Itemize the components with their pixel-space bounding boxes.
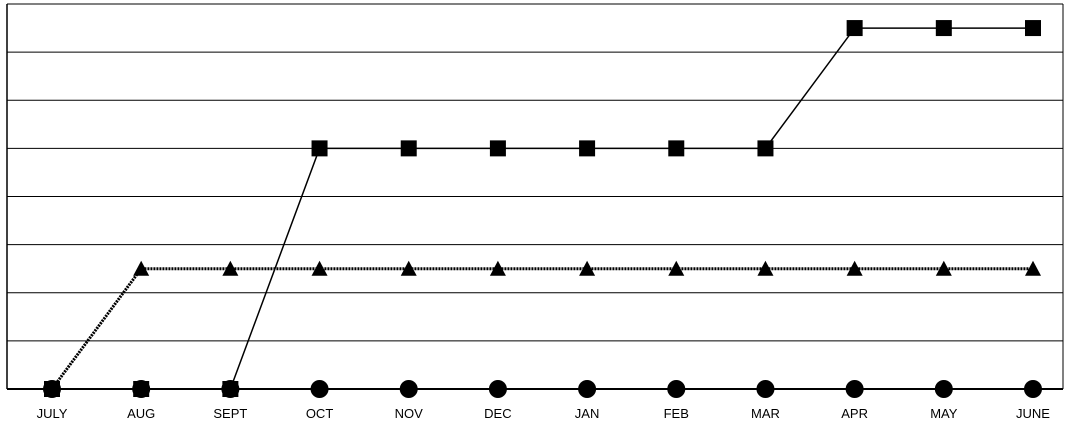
- triangle-marker-may: [935, 260, 952, 276]
- triangle-marker-dec: [489, 260, 506, 276]
- square-marker-nov: [400, 140, 417, 157]
- x-tick-label-june: JUNE: [1016, 406, 1050, 421]
- circle-marker-apr: [845, 380, 864, 398]
- x-tick-label-nov: NOV: [395, 406, 424, 421]
- x-tick-label-dec: DEC: [484, 406, 511, 421]
- x-axis-tick-labels: JULY AUG SEPT OCT NOV DEC JAN FEB MAR APR MAY JUNE: [37, 406, 1051, 421]
- x-tick-label-apr: APR: [841, 406, 868, 421]
- square-marker-dec: [489, 140, 506, 157]
- square-marker-jan: [579, 140, 596, 157]
- triangle-marker-oct: [311, 260, 328, 276]
- triangle-marker-aug: [133, 260, 150, 276]
- circle-marker-dec: [488, 380, 507, 398]
- x-tick-label-feb: FEB: [664, 406, 689, 421]
- triangle-marker-june: [1025, 260, 1041, 276]
- square-marker-oct: [311, 140, 328, 157]
- x-tick-label-sept: SEPT: [213, 406, 247, 421]
- triangle-marker-jan: [579, 260, 596, 276]
- x-tick-label-oct: OCT: [306, 406, 334, 421]
- data-markers: [43, 20, 1042, 398]
- triangle-marker-sept: [222, 260, 239, 276]
- triangle-marker-feb: [668, 260, 685, 276]
- circle-marker-nov: [399, 380, 418, 398]
- circle-marker-june: [1024, 380, 1042, 398]
- x-tick-label-may: MAY: [930, 406, 958, 421]
- x-tick-label-mar: MAR: [751, 406, 780, 421]
- square-marker-june: [1025, 20, 1041, 37]
- gridlines: [6, 3, 1064, 390]
- square-marker-may: [935, 20, 952, 37]
- x-tick-label-aug: AUG: [127, 406, 155, 421]
- square-marker-sept: [222, 381, 239, 397]
- triangle-marker-nov: [400, 260, 417, 276]
- triangle-marker-apr: [846, 260, 863, 276]
- series-triangle-line: [50, 267, 1033, 390]
- circle-marker-mar: [756, 380, 775, 398]
- series-lines: [50, 27, 1033, 390]
- triangle-marker-mar: [757, 260, 774, 276]
- circle-marker-may: [934, 380, 953, 398]
- circle-marker-oct: [310, 380, 329, 398]
- x-tick-label-jan: JAN: [575, 406, 600, 421]
- circle-marker-feb: [667, 380, 686, 398]
- series-square-line: [52, 27, 1033, 390]
- x-tick-label-july: JULY: [37, 406, 68, 421]
- square-marker-mar: [757, 140, 774, 157]
- square-marker-aug: [133, 381, 150, 397]
- square-marker-feb: [668, 140, 685, 157]
- circle-marker-jan: [578, 380, 597, 398]
- square-marker-apr: [846, 20, 863, 37]
- square-marker-july: [44, 381, 60, 397]
